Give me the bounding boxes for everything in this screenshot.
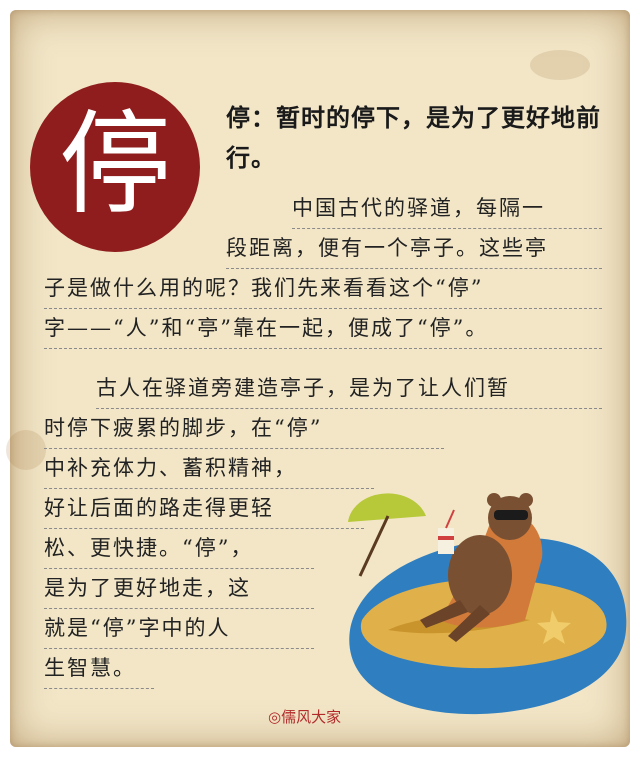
paragraph-line: 中补充体力、蓄积精神， <box>44 448 374 489</box>
bear-leg <box>420 600 468 628</box>
umbrella-icon <box>348 493 426 522</box>
drink-straw <box>445 509 455 529</box>
sunglasses-icon <box>494 510 528 520</box>
drink-cup-stripe <box>438 536 454 540</box>
bear-leg <box>448 605 490 642</box>
paragraph-line: 是为了更好地走，这 <box>44 568 314 609</box>
credit-label: ◎儒风大家 <box>268 708 342 726</box>
umbrella-pole <box>358 515 390 577</box>
paragraph-line: 松、更快捷。“停”， <box>44 528 314 569</box>
paragraph-line: 就是“停”字中的人 <box>44 608 314 649</box>
starfish-icon <box>537 610 571 644</box>
relaxing-bear-illustration <box>348 493 627 715</box>
bear-body <box>448 535 512 615</box>
paragraph-line: 中国古代的驿道，每隔一 <box>292 188 602 229</box>
stain <box>6 430 46 470</box>
page-title: 停：暂时的停下，是为了更好地前行。 <box>226 104 601 172</box>
paragraph-line: 段距离，便有一个亭子。这些亭 <box>226 228 602 269</box>
paragraph-line: 时停下疲累的脚步，在“停” <box>44 408 444 449</box>
paragraph-line: 好让后面的路走得更轻 <box>44 488 364 529</box>
paragraph-line: 古人在驿道旁建造亭子，是为了让人们暂 <box>96 368 602 409</box>
paragraph-line: 字——“人”和“亭”靠在一起，便成了“停”。 <box>44 308 602 349</box>
bear-ear <box>487 493 501 507</box>
drink-cup-icon <box>438 528 454 554</box>
paragraph-line: 生智慧。 <box>44 648 154 689</box>
character-seal: 停 <box>30 82 200 252</box>
paragraph-line: 子是做什么用的呢？我们先来看看这个“停” <box>44 268 602 309</box>
bear-ear <box>519 493 533 507</box>
stain <box>530 50 590 80</box>
seal-character: 停 <box>59 100 171 230</box>
